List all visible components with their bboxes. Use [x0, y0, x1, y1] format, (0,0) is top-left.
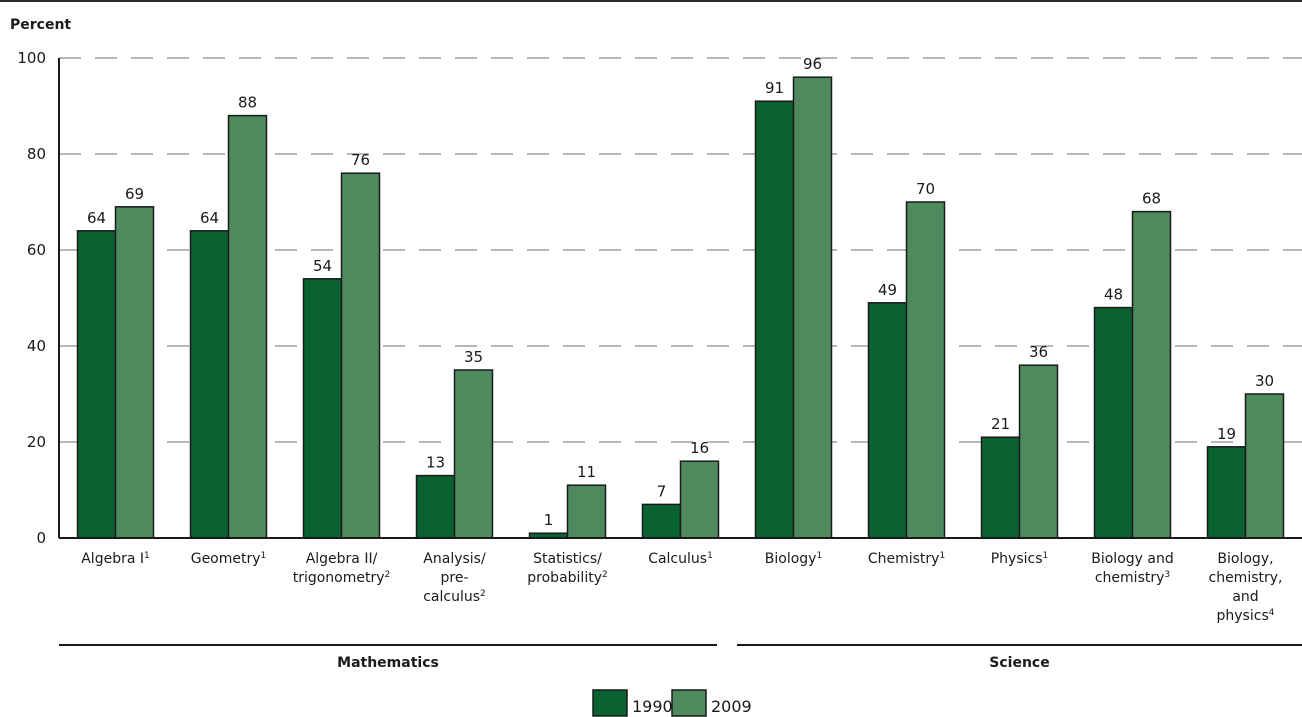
bars: 6469648854761335111716919649702136486819…	[76, 55, 1285, 539]
y-tick-label: 100	[17, 49, 46, 67]
legend-swatch-2009	[671, 689, 707, 717]
legend-label: 1990	[632, 697, 673, 716]
gridlines	[59, 57, 1302, 443]
data-label: 91	[765, 79, 784, 97]
category-label: Biology and	[1091, 551, 1173, 567]
data-label: 19	[1217, 425, 1236, 443]
top-rule	[0, 0, 1302, 2]
data-label: 68	[1142, 190, 1161, 208]
data-label: 7	[657, 482, 667, 500]
bar-2009	[1131, 210, 1172, 539]
y-tick-label: 20	[27, 433, 46, 451]
category-label: Analysis/	[423, 551, 486, 567]
bar-1990	[76, 230, 117, 539]
data-label: 96	[803, 55, 822, 73]
category-label: Biology1	[765, 551, 822, 567]
legend: 1990 2009	[592, 689, 752, 717]
group-label: Mathematics	[337, 655, 439, 671]
category-label: Chemistry1	[868, 551, 945, 567]
data-label: 35	[464, 348, 483, 366]
data-label: 70	[916, 180, 935, 198]
category-label: trigonometry2	[293, 570, 391, 586]
category-label: chemistry3	[1095, 570, 1170, 586]
bar-2009	[114, 206, 155, 539]
data-label: 1	[544, 511, 554, 529]
bar-2009	[340, 172, 381, 539]
y-tick-label: 80	[27, 145, 46, 163]
bar-1990	[189, 230, 230, 539]
category-label: pre-	[441, 570, 469, 586]
data-label: 49	[878, 281, 897, 299]
category-label: physics4	[1217, 608, 1275, 624]
data-label: 16	[690, 439, 709, 457]
data-label: 30	[1255, 372, 1274, 390]
category-label: calculus2	[423, 589, 486, 605]
data-label: 21	[991, 415, 1010, 433]
category-label: Physics1	[991, 551, 1049, 567]
data-label: 48	[1104, 286, 1123, 304]
y-axis-ticks: 0 20 40 60 80 100	[17, 49, 46, 547]
bar-1990	[980, 436, 1021, 539]
category-label: chemistry,	[1209, 570, 1283, 586]
legend-swatch-1990	[592, 689, 628, 717]
data-label: 64	[200, 209, 219, 227]
category-label: Algebra II/	[306, 551, 378, 567]
category-label: Algebra I1	[81, 551, 150, 567]
bar-1990	[302, 278, 343, 539]
group-label: Science	[989, 655, 1049, 671]
bar-1990	[1206, 446, 1247, 539]
y-axis-label: Percent	[10, 17, 71, 33]
category-label: Statistics/	[533, 551, 602, 567]
y-tick-label: 60	[27, 241, 46, 259]
category-label: Calculus1	[648, 551, 713, 567]
bar-2009	[227, 114, 268, 539]
data-label: 13	[426, 454, 445, 472]
bar-1990	[1093, 306, 1134, 539]
data-label: 76	[351, 151, 370, 169]
bar-1990	[754, 100, 795, 539]
data-label: 88	[238, 94, 257, 112]
category-label: probability2	[527, 570, 607, 586]
data-label: 54	[313, 257, 332, 275]
y-tick-label: 40	[27, 337, 46, 355]
category-label: and	[1232, 589, 1258, 605]
bar-2009	[1018, 364, 1059, 539]
category-label: Geometry1	[191, 551, 267, 567]
bar-1990	[641, 503, 682, 539]
bar-2009	[905, 201, 946, 539]
bar-2009	[1244, 393, 1285, 539]
bar-1990	[867, 302, 908, 539]
group-labels: Mathematics Science	[59, 644, 1302, 671]
data-label: 11	[577, 463, 596, 481]
bar-2009	[566, 484, 607, 539]
legend-label: 2009	[711, 697, 752, 716]
y-tick-label: 0	[36, 529, 46, 547]
data-label: 69	[125, 185, 144, 203]
category-label: Biology,	[1217, 551, 1273, 567]
data-label: 64	[87, 209, 106, 227]
bar-2009	[453, 369, 494, 539]
bar-2009	[679, 460, 720, 539]
bar-1990	[415, 474, 456, 539]
bar-2009	[792, 76, 833, 539]
category-labels: Algebra I1 Geometry1 Algebra II/trigonomet…	[81, 551, 1282, 624]
data-label: 36	[1029, 343, 1048, 361]
